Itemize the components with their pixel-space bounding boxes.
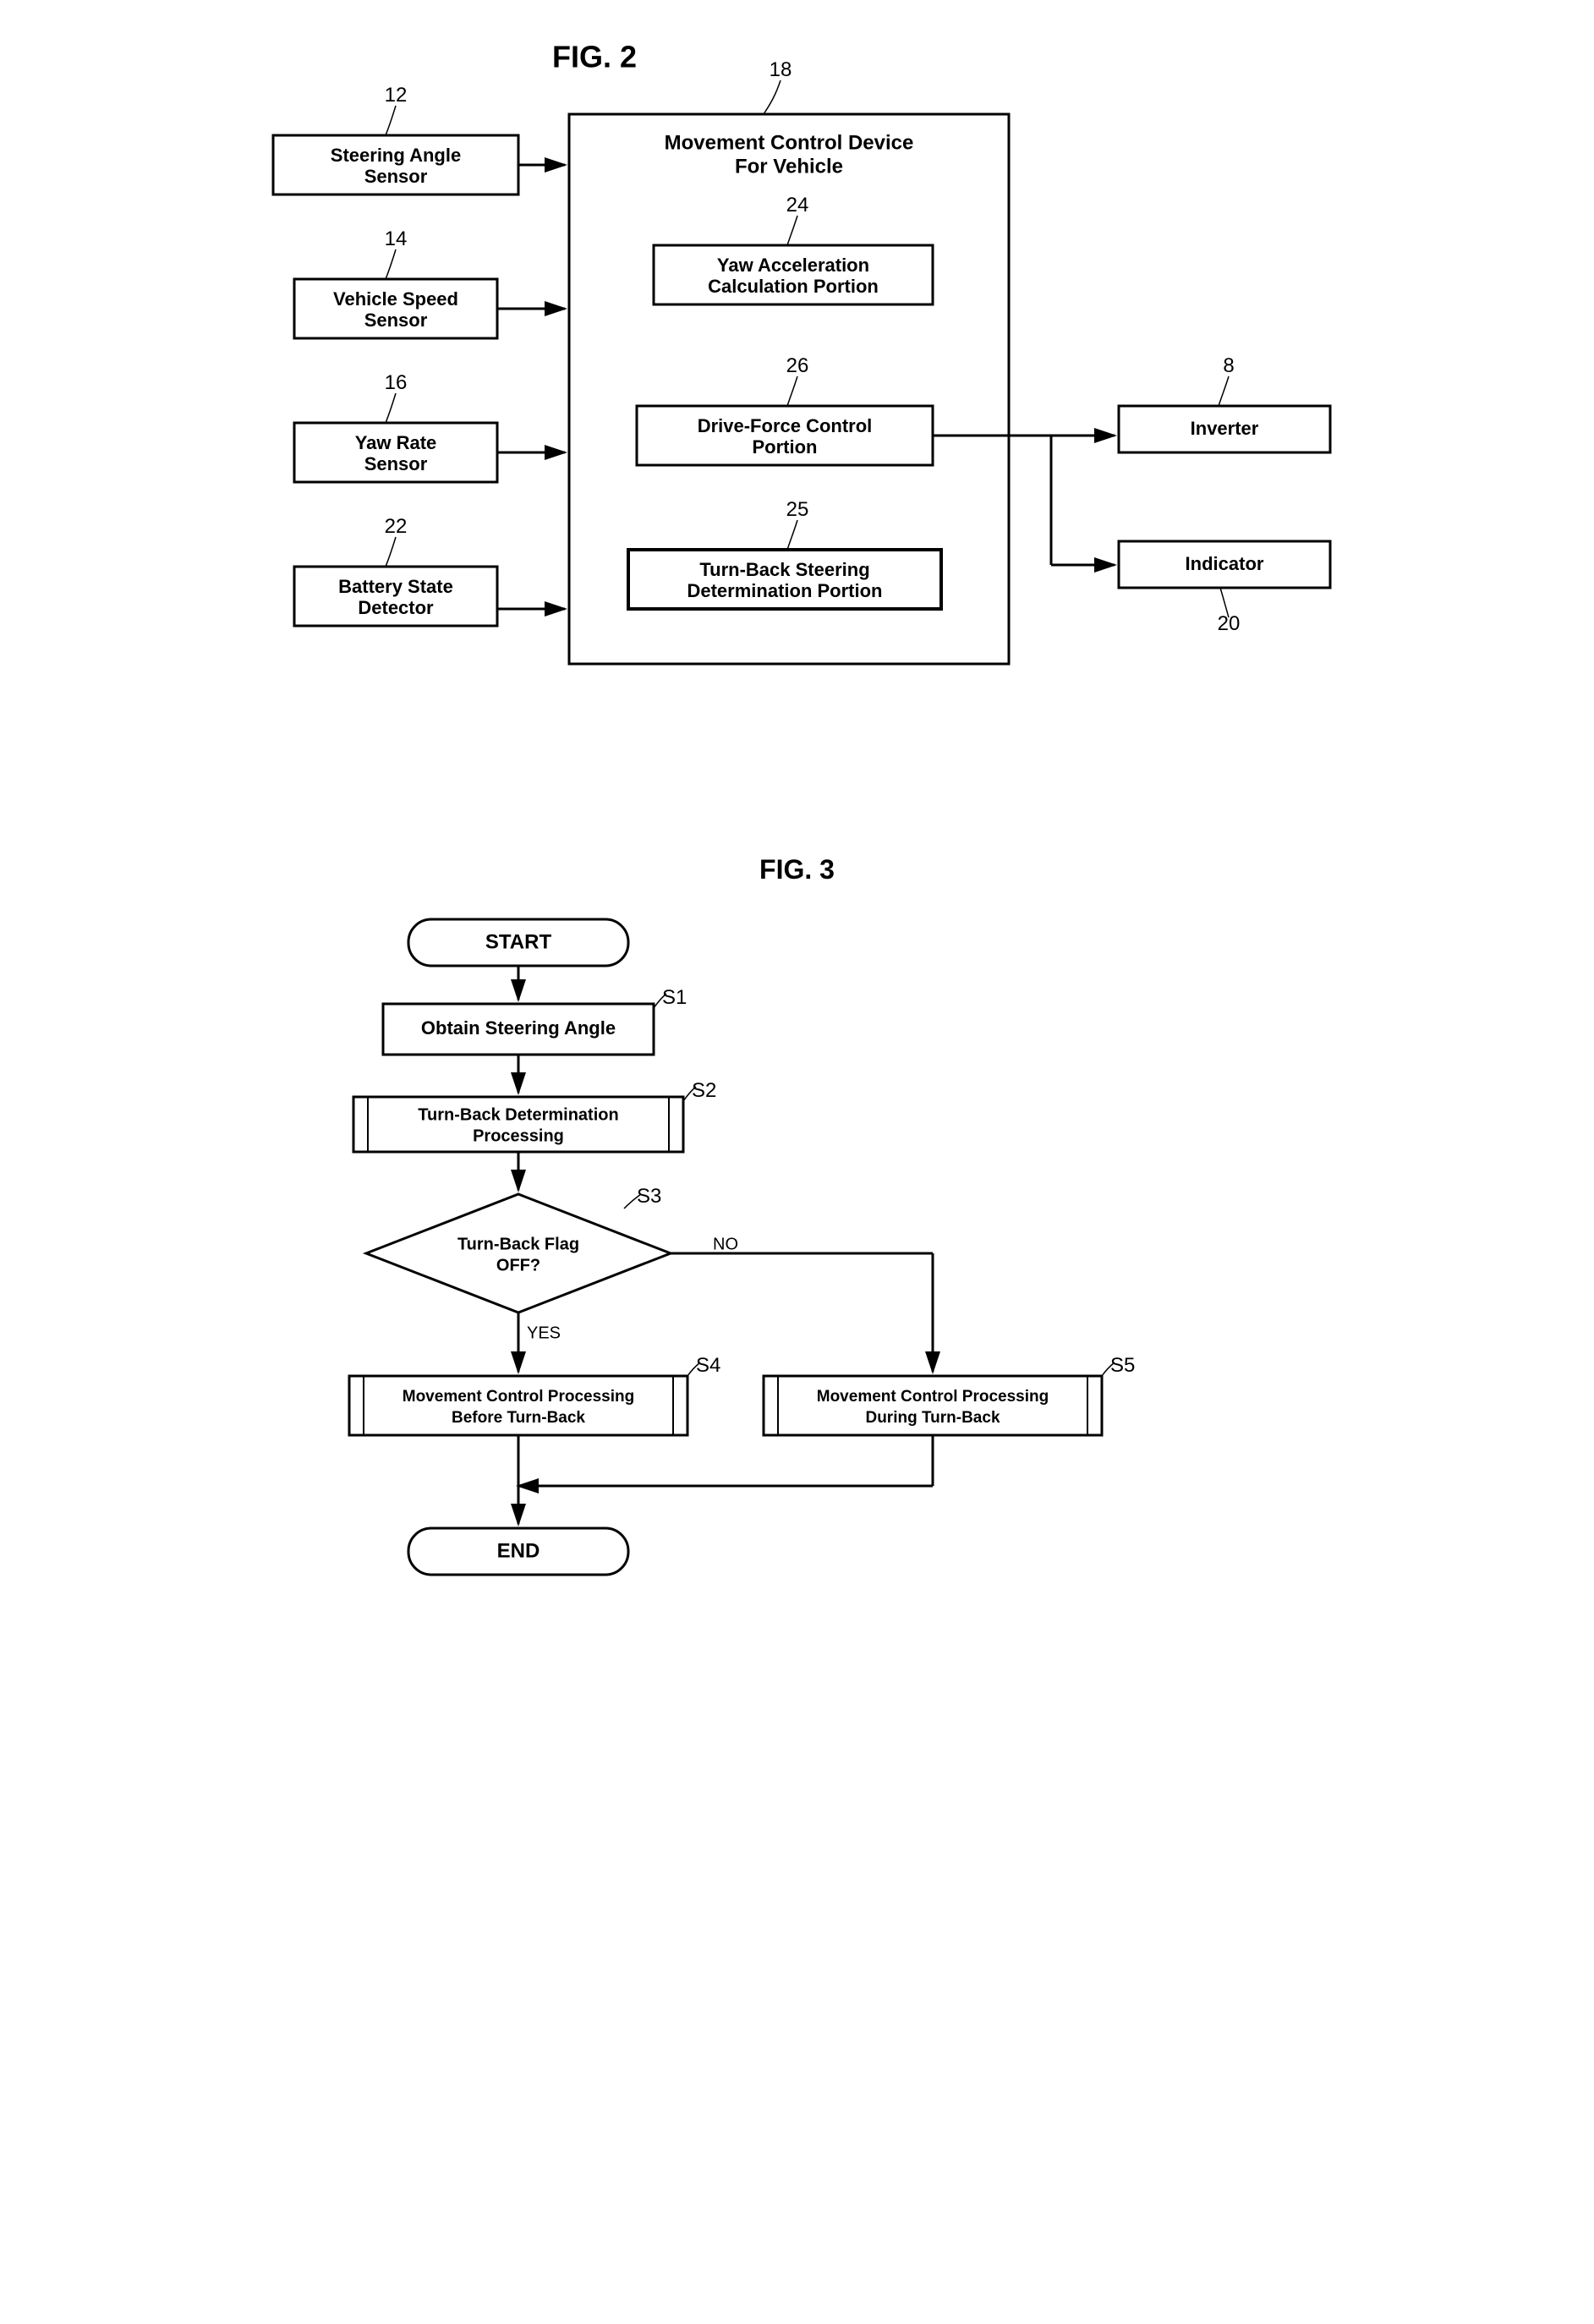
lead-12 (386, 106, 396, 135)
s3-l2: OFF? (496, 1256, 540, 1274)
device-line2: For Vehicle (734, 155, 842, 178)
out1-l1: Inverter (1190, 418, 1258, 439)
ref-s4: S4 (696, 1354, 720, 1377)
ref-12: 12 (384, 84, 407, 107)
ref-18: 18 (769, 58, 792, 81)
inner1-l1: Yaw Acceleration (716, 255, 868, 276)
inner3-l1: Turn-Back Steering (699, 559, 869, 580)
ref-26: 26 (786, 354, 808, 377)
ref-s3: S3 (637, 1185, 661, 1208)
figure-2: FIG. 2 18 Movement Control Device For Ve… (34, 34, 1560, 753)
sensor3-l2: Sensor (364, 453, 427, 474)
inner1-l2: Calculation Portion (708, 276, 879, 297)
fig3-title: FIG. 3 (34, 854, 1560, 885)
sensor3-l1: Yaw Rate (354, 432, 436, 453)
fig3-svg: START Obtain Steering Angle S1 Turn-Back… (332, 902, 1263, 1664)
fig2-svg: FIG. 2 18 Movement Control Device For Ve… (205, 34, 1389, 753)
s2-l2: Processing (473, 1126, 564, 1145)
lead-14 (386, 249, 396, 279)
s3-l1: Turn-Back Flag (457, 1235, 578, 1253)
sensor4-l2: Detector (358, 597, 434, 618)
ref-24: 24 (786, 194, 808, 217)
lead-16 (386, 393, 396, 423)
fig2-title: FIG. 2 (551, 40, 636, 74)
no-label: NO (713, 1235, 738, 1253)
ref-s1: S1 (662, 986, 687, 1009)
yes-label: YES (527, 1324, 561, 1342)
inner3-l2: Determination Portion (687, 580, 882, 601)
s4-l2: Before Turn-Back (451, 1409, 584, 1427)
ref-25: 25 (786, 498, 808, 521)
lead-18 (764, 80, 781, 114)
device-line1: Movement Control Device (664, 131, 913, 154)
out2-l1: Indicator (1185, 553, 1263, 574)
ref-16: 16 (384, 371, 407, 394)
sensor2-l2: Sensor (364, 310, 427, 331)
inner2-l2: Portion (752, 436, 817, 458)
figure-3: FIG. 3 START Obtain Steering Angle S1 Tu… (34, 854, 1560, 1664)
sensor4-l1: Battery State (338, 576, 453, 597)
ref-8: 8 (1223, 354, 1234, 377)
lead-22 (386, 537, 396, 567)
sensor1-l2: Sensor (364, 166, 427, 187)
sensor2-l1: Vehicle Speed (333, 288, 458, 310)
ref-s2: S2 (692, 1079, 716, 1102)
s1-l1: Obtain Steering Angle (420, 1017, 615, 1039)
s5-l1: Movement Control Processing (816, 1388, 1049, 1406)
sensor1-l1: Steering Angle (330, 145, 460, 166)
ref-14: 14 (384, 227, 407, 250)
end-label: END (496, 1539, 540, 1562)
inner2-l1: Drive-Force Control (697, 415, 872, 436)
ref-s5: S5 (1110, 1354, 1135, 1377)
s4-l1: Movement Control Processing (402, 1388, 634, 1406)
lead-8 (1219, 376, 1229, 406)
ref-22: 22 (384, 515, 407, 538)
start-label: START (485, 930, 551, 953)
s2-l1: Turn-Back Determination (418, 1105, 618, 1124)
s5-l2: During Turn-Back (865, 1409, 1000, 1427)
